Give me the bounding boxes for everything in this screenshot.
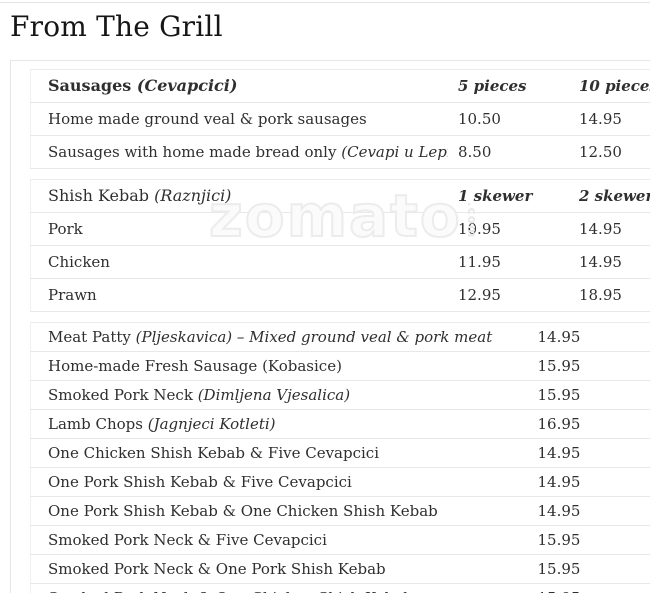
item-name: Smoked Pork Neck & One Chicken Shish Keb… <box>48 589 413 593</box>
item-name-cell: Smoked Pork Neck & One Chicken Shish Keb… <box>30 583 528 593</box>
section-title-alt: (Cevapcici) <box>136 76 238 95</box>
item-name-cell: One Pork Shish Kebab & One Chicken Shish… <box>30 496 528 526</box>
price-column-header-1: 1 skewer <box>447 179 569 213</box>
item-price: 14.95 <box>527 467 650 497</box>
item-name-cell: Smoked Pork Neck (Dimljena Vjesalica) <box>30 380 528 410</box>
item-price-1: 12.95 <box>447 278 569 312</box>
item-name-cell: Pork <box>30 212 448 246</box>
top-divider <box>0 2 650 3</box>
menu-item-row: Lamb Chops (Jagnjeci Kotleti) 16.95 <box>30 409 650 439</box>
price-column-header-2: 2 skewers <box>568 179 650 213</box>
menu-item-row: Smoked Pork Neck (Dimljena Vjesalica) 15.… <box>30 380 650 410</box>
menu-item-row: Smoked Pork Neck & One Chicken Shish Keb… <box>30 583 650 593</box>
menu-item-row: Smoked Pork Neck & Five Cevapcici 15.95 <box>30 525 650 555</box>
item-price-1: 11.95 <box>447 245 569 279</box>
menu-item-row: Home-made Fresh Sausage (Kobasice) 15.95 <box>30 351 650 381</box>
price-column-header-1: 5 pieces <box>447 69 569 103</box>
section-title-alt: (Raznjici) <box>154 186 232 205</box>
item-name: One Pork Shish Kebab & Five Cevapcici <box>48 473 352 491</box>
item-price: 15.95 <box>527 525 650 555</box>
item-name-alt: (Dimljena Vjesalica) <box>197 386 351 404</box>
item-name-cell: One Pork Shish Kebab & Five Cevapcici <box>30 467 528 497</box>
section-title-cell: Sausages (Cevapcici) <box>30 69 448 103</box>
item-price: 15.95 <box>527 554 650 584</box>
item-name-alt: (Pljeskavica) – Mixed ground veal & pork… <box>135 328 493 346</box>
menu-item-row: One Chicken Shish Kebab & Five Cevapcici… <box>30 438 650 468</box>
menu-section-table: Meat Patty (Pljeskavica) – Mixed ground … <box>30 322 650 593</box>
menu-item-row: Home made ground veal & pork sausages 10.… <box>30 102 650 136</box>
section-title-cell: Shish Kebab (Raznjici) <box>30 179 448 213</box>
price-column-header-2: 10 pieces <box>568 69 650 103</box>
menu-item-row: Meat Patty (Pljeskavica) – Mixed ground … <box>30 322 650 352</box>
item-price-1: 10.50 <box>447 102 569 136</box>
item-price-2: 14.95 <box>568 102 650 136</box>
item-price: 14.95 <box>527 496 650 526</box>
item-name-cell: One Chicken Shish Kebab & Five Cevapcici <box>30 438 528 468</box>
item-name-alt: (Cevapi u Lepinji) <box>341 143 448 161</box>
item-price: 15.95 <box>527 380 650 410</box>
item-name: Prawn <box>48 286 97 304</box>
item-price-2: 14.95 <box>568 245 650 279</box>
item-price: 16.95 <box>527 409 650 439</box>
item-price-2: 14.95 <box>568 212 650 246</box>
item-name-cell: Home-made Fresh Sausage (Kobasice) <box>30 351 528 381</box>
item-name: Home made ground veal & pork sausages <box>48 110 367 128</box>
item-name-cell: Lamb Chops (Jagnjeci Kotleti) <box>30 409 528 439</box>
item-price: 15.95 <box>527 583 650 593</box>
item-name-cell: Prawn <box>30 278 448 312</box>
menu-item-row: Chicken 11.95 14.95 <box>30 245 650 279</box>
item-name: Pork <box>48 220 83 238</box>
item-name-alt: (Jagnjeci Kotleti) <box>147 415 276 433</box>
section-title: Sausages <box>48 76 132 95</box>
item-name: Home-made Fresh Sausage <box>48 357 258 375</box>
item-name: One Chicken Shish Kebab & Five Cevapcici <box>48 444 380 462</box>
menu-item-row: Sausages with home made bread only (Ceva… <box>30 135 650 169</box>
item-price-2: 18.95 <box>568 278 650 312</box>
item-name-cell: Smoked Pork Neck & Five Cevapcici <box>30 525 528 555</box>
item-name: One Pork Shish Kebab & One Chicken Shish… <box>48 502 438 520</box>
item-name: Sausages with home made bread only <box>48 143 337 161</box>
item-name: Chicken <box>48 253 110 271</box>
item-name-cell: Sausages with home made bread only (Ceva… <box>30 135 448 169</box>
item-price-2: 12.50 <box>568 135 650 169</box>
menu-item-row: Smoked Pork Neck & One Pork Shish Kebab 1… <box>30 554 650 584</box>
menu-item-row: One Pork Shish Kebab & One Chicken Shish… <box>30 496 650 526</box>
item-price: 14.95 <box>527 322 650 352</box>
item-name: Lamb Chops <box>48 415 143 433</box>
item-name-cell: Meat Patty (Pljeskavica) – Mixed ground … <box>30 322 528 352</box>
item-name-cell: Home made ground veal & pork sausages <box>30 102 448 136</box>
item-name-cell: Chicken <box>30 245 448 279</box>
menu-item-row: One Pork Shish Kebab & Five Cevapcici 14.… <box>30 467 650 497</box>
item-name: Smoked Pork Neck & One Pork Shish Kebab <box>48 560 386 578</box>
item-name-cell: Smoked Pork Neck & One Pork Shish Kebab <box>30 554 528 584</box>
item-name: Meat Patty <box>48 328 131 346</box>
item-price: 14.95 <box>527 438 650 468</box>
section-title: Shish Kebab <box>48 186 149 205</box>
item-price-1: 8.50 <box>447 135 569 169</box>
item-price-1: 10.95 <box>447 212 569 246</box>
item-name-alt: (Kobasice) <box>262 357 342 375</box>
item-price: 15.95 <box>527 351 650 381</box>
menu-item-row: Prawn 12.95 18.95 <box>30 278 650 312</box>
item-name: Smoked Pork Neck <box>48 386 193 404</box>
item-name: Smoked Pork Neck & Five Cevapcici <box>48 531 327 549</box>
page-title: From The Grill <box>10 10 223 43</box>
menu-item-row: Pork 10.95 14.95 <box>30 212 650 246</box>
